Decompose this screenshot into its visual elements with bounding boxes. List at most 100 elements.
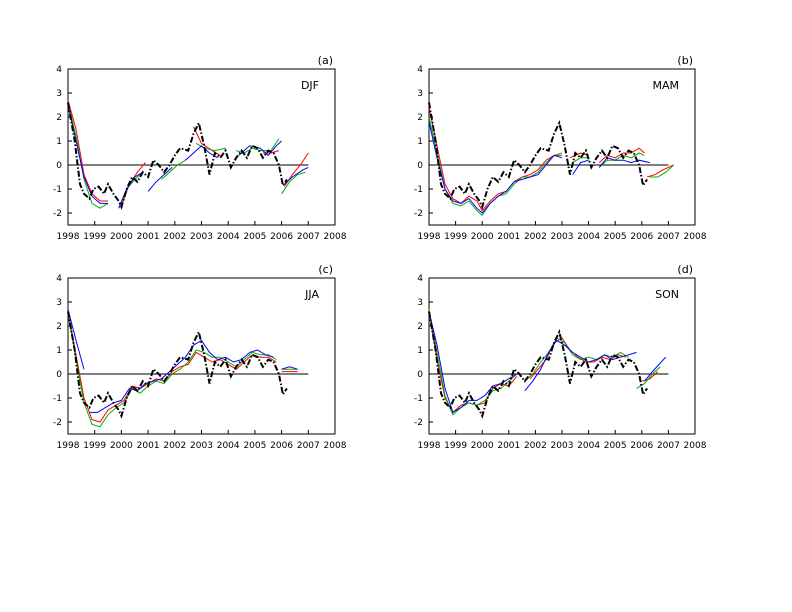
x-tick-label: 2003 <box>190 441 213 451</box>
panel-label: (a) <box>318 54 333 67</box>
y-tick-label: 4 <box>56 65 62 75</box>
y-tick-label: 3 <box>56 89 62 99</box>
y-tick-label: -1 <box>53 185 62 195</box>
x-tick-label: 2003 <box>551 232 574 242</box>
forecast-line <box>428 121 563 214</box>
forecast-line <box>636 366 661 389</box>
x-tick-label: 1999 <box>83 441 106 451</box>
x-tick-label: 2004 <box>217 441 240 451</box>
plot-frame <box>428 277 696 435</box>
x-tick-label: 2004 <box>217 232 240 242</box>
x-tick-label: 2008 <box>684 441 707 451</box>
forecast-line <box>283 166 309 185</box>
forecast-line <box>428 311 518 414</box>
x-tick-label: 2002 <box>524 232 547 242</box>
forecast-line <box>281 171 306 195</box>
observed-line <box>428 102 648 210</box>
y-tick-label: 1 <box>417 346 423 356</box>
forecast-line <box>67 313 277 428</box>
y-tick-label: 4 <box>417 274 423 284</box>
forecast-line <box>67 100 108 202</box>
forecast-line <box>428 311 518 414</box>
panel-label: (b) <box>677 54 693 67</box>
forecast-line <box>649 164 675 178</box>
forecast-line <box>185 145 218 161</box>
forecast-line <box>598 157 650 168</box>
x-tick-label: 2005 <box>243 441 266 451</box>
y-tick-label: 0 <box>56 161 62 171</box>
x-tick-label: 2002 <box>163 441 186 451</box>
x-tick-label: 1999 <box>83 232 106 242</box>
forecast-line <box>428 107 562 212</box>
forecast-line <box>598 152 645 168</box>
y-tick-label: 1 <box>417 137 423 147</box>
x-tick-label: 2002 <box>524 441 547 451</box>
x-tick-label: 2000 <box>110 441 133 451</box>
y-tick-label: -1 <box>53 394 62 404</box>
forecast-line <box>238 140 282 157</box>
forecast-line <box>428 116 563 217</box>
x-tick-label: 2001 <box>137 232 160 242</box>
y-tick-label: 3 <box>56 298 62 308</box>
forecast-line <box>195 142 226 152</box>
x-tick-label: 2001 <box>497 441 520 451</box>
y-tick-label: 4 <box>417 65 423 75</box>
forecast-line <box>572 157 589 164</box>
x-tick-label: 2001 <box>137 441 160 451</box>
x-tick-label: 2006 <box>630 232 653 242</box>
x-tick-label: 1998 <box>57 232 80 242</box>
x-tick-label: 2003 <box>190 232 213 242</box>
forecast-line <box>572 159 589 175</box>
x-tick-label: 2000 <box>471 441 494 451</box>
forecast-line <box>67 311 277 423</box>
y-tick-label: -1 <box>414 185 423 195</box>
forecast-line <box>67 309 85 370</box>
x-tick-label: 2005 <box>604 232 627 242</box>
x-tick-label: 1998 <box>57 441 80 451</box>
x-tick-label: 1998 <box>418 441 441 451</box>
x-tick-label: 2002 <box>163 232 186 242</box>
x-tick-label: 2004 <box>577 441 600 451</box>
x-tick-label: 2000 <box>110 232 133 242</box>
forecast-line <box>428 309 518 416</box>
forecast-line <box>161 159 186 180</box>
season-label: MAM <box>652 79 679 92</box>
y-tick-label: 1 <box>56 137 62 147</box>
y-tick-label: -1 <box>414 394 423 404</box>
y-tick-label: -2 <box>414 418 423 428</box>
season-label: SON <box>655 288 679 301</box>
panel-b: -2 -1 0 1 2 3 4 1998 1999 2000 2001 2002 2003 2004 200… <box>414 54 707 242</box>
forecast-line <box>646 164 674 178</box>
x-tick-label: 1999 <box>444 441 467 451</box>
x-tick-label: 2007 <box>657 232 680 242</box>
y-tick-label: 2 <box>417 113 423 123</box>
x-tick-label: 2007 <box>657 441 680 451</box>
forecast-line <box>147 167 173 192</box>
forecast-line <box>118 171 144 209</box>
season-label: DJF <box>301 79 319 92</box>
x-tick-label: 2007 <box>297 441 320 451</box>
x-tick-label: 2006 <box>630 441 653 451</box>
x-tick-label: 2003 <box>551 441 574 451</box>
y-tick-label: 2 <box>56 113 62 123</box>
x-tick-label: 2001 <box>497 232 520 242</box>
y-tick-label: -2 <box>53 418 62 428</box>
x-tick-label: 2008 <box>684 232 707 242</box>
y-tick-label: 2 <box>417 322 423 332</box>
forecast-line <box>89 339 274 413</box>
forecast-line <box>644 356 667 382</box>
x-tick-label: 2006 <box>270 232 293 242</box>
observed-line <box>67 311 288 419</box>
x-tick-label: 2007 <box>297 232 320 242</box>
x-tick-label: 2008 <box>324 441 347 451</box>
y-tick-label: 3 <box>417 298 423 308</box>
forecast-line <box>67 104 108 204</box>
x-tick-label: 2005 <box>243 232 266 242</box>
x-tick-label: 2008 <box>324 232 347 242</box>
x-tick-label: 2005 <box>604 441 627 451</box>
x-tick-label: 2006 <box>270 441 293 451</box>
observed-line <box>428 311 648 419</box>
